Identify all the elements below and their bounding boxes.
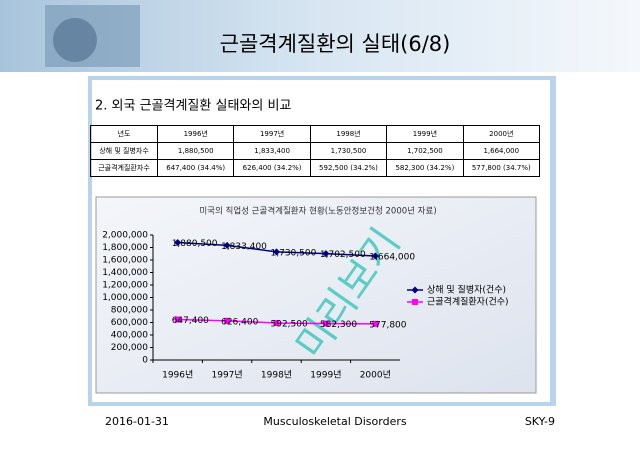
data-point xyxy=(224,317,231,324)
data-label: 1,730,500 xyxy=(271,248,317,258)
data-label: 577,800 xyxy=(369,320,406,330)
y-tick-label: 1,200,000 xyxy=(102,281,148,291)
table-cell: 626,400 (34.2%) xyxy=(233,159,311,177)
y-tick-label: 1,000,000 xyxy=(102,293,148,303)
table-cell: 1,833,400 xyxy=(233,142,311,160)
chart-title: 미국의 직업성 근골격계질환자 현황(노동안정보건청 2000년 자료) xyxy=(199,206,436,217)
header-cell: 1999년 xyxy=(386,125,464,143)
footer-topic: Musculoskeletal Disorders xyxy=(263,415,406,428)
slide-title: 근골격계질환의 실태(6/8) xyxy=(220,32,451,56)
data-point xyxy=(372,320,379,327)
y-tick-label: 600,000 xyxy=(111,318,148,328)
data-label: 1,880,500 xyxy=(172,239,218,249)
data-point xyxy=(273,319,280,326)
data-point xyxy=(223,241,231,249)
data-label: 1,833,400 xyxy=(221,242,267,252)
header-cell: 1998년 xyxy=(309,125,388,143)
header-cell: 2000년 xyxy=(462,125,541,143)
table-cell: 1,880,500 xyxy=(157,142,235,160)
table-cell: 592,500 (34.2%) xyxy=(309,159,388,177)
x-tick-label: 1998년 xyxy=(261,370,292,381)
data-label: 582,300 xyxy=(320,320,357,330)
y-tick-label: 1,600,000 xyxy=(102,256,148,266)
table-cell: 647,400 (34.4%) xyxy=(157,159,235,177)
x-tick-label: 1997년 xyxy=(212,370,243,381)
data-point xyxy=(174,238,182,246)
table-cell: 577,800 (34.7%) xyxy=(462,159,541,177)
subtitle: 2. 외국 근골격계질환 실태와의 비교 xyxy=(95,99,291,114)
data-label: 1,664,000 xyxy=(369,253,415,263)
table-row: 년도 1996년 1997년 1998년 1999년 2000년 xyxy=(89,125,541,143)
data-label: 1,702,500 xyxy=(320,250,366,260)
data-label: 626,400 xyxy=(221,317,258,327)
data-point xyxy=(322,320,329,327)
legend-label: 상해 및 질병자(건수) xyxy=(427,284,506,296)
table-row: 근골격계질환자수 647,400 (34.4%) 626,400 (34.2%) 59… xyxy=(89,159,541,177)
y-tick-label: 400,000 xyxy=(111,331,148,341)
table-cell: 상해 및 질병자수 xyxy=(89,142,159,160)
data-point xyxy=(174,316,181,323)
table-cell: 근골격계질환자수 xyxy=(89,159,159,177)
y-tick-label: 1,800,000 xyxy=(102,243,148,253)
header-cell: 년도 xyxy=(89,125,159,143)
legend-label: 근골격계질환자(건수) xyxy=(427,296,509,308)
legend-marker xyxy=(412,299,418,305)
x-tick-label: 1996년 xyxy=(162,370,193,381)
y-tick-label: 0 xyxy=(142,356,148,366)
banner-image xyxy=(53,18,97,62)
y-tick-label: 1,400,000 xyxy=(102,268,148,278)
table-cell: 1,664,000 xyxy=(462,142,541,160)
table-cell: 582,300 (34.2%) xyxy=(386,159,464,177)
data-table: 년도 1996년 1997년 1998년 1999년 2000년 상해 및 질병자수 1,88… xyxy=(89,125,541,177)
table-row: 상해 및 질병자수 1,880,500 1,833,400 1,730,500 1,70… xyxy=(89,142,541,160)
y-tick-label: 800,000 xyxy=(111,306,148,316)
x-tick-label: 1999년 xyxy=(310,370,341,381)
data-point xyxy=(322,250,330,258)
footer-date: 2016-01-31 xyxy=(105,415,169,428)
data-label: 647,400 xyxy=(172,316,209,326)
data-point xyxy=(273,248,280,256)
table-cell: 1,702,500 xyxy=(386,142,464,160)
data-label: 592,500 xyxy=(271,319,308,329)
legend-marker xyxy=(411,286,419,294)
data-point xyxy=(371,252,379,260)
y-tick-label: 2,000,000 xyxy=(102,231,148,241)
header-cell: 1997년 xyxy=(233,125,311,143)
header-cell: 1996년 xyxy=(157,125,235,143)
table-cell: 1,730,500 xyxy=(309,142,388,160)
y-tick-label: 200,000 xyxy=(111,343,148,353)
x-tick-label: 2000년 xyxy=(360,370,391,381)
footer-page: SKY-9 xyxy=(525,415,555,428)
